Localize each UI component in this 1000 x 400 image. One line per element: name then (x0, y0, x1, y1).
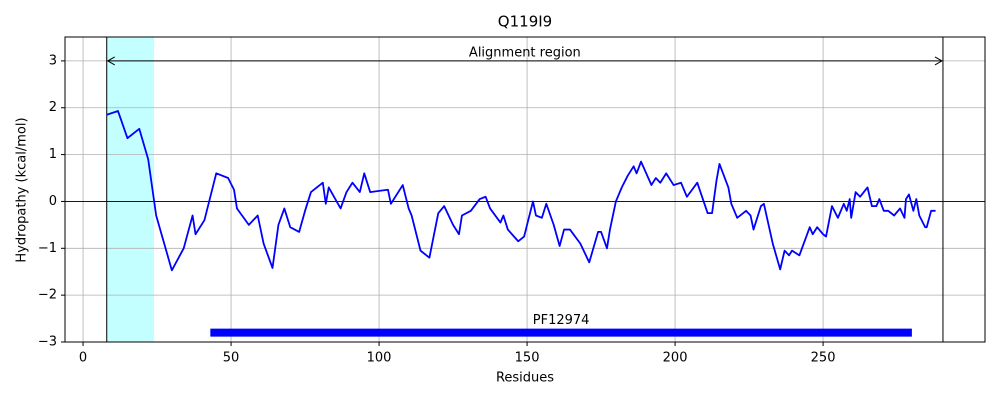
x-tick-label: 50 (223, 351, 240, 366)
region-label: Alignment region (469, 45, 581, 60)
y-tick-label: 2 (49, 100, 57, 115)
y-tick-label: 0 (49, 194, 57, 209)
y-tick-label: 1 (49, 147, 57, 162)
x-axis-label: Residues (496, 371, 554, 386)
arrow-head (106, 56, 115, 66)
hydropathy-line (106, 110, 936, 272)
x-tick-label: 200 (663, 351, 688, 366)
arrow-head (934, 56, 943, 66)
domain-bar (210, 328, 912, 337)
x-tick-label: 150 (515, 351, 540, 366)
y-tick-label: −3 (38, 335, 57, 350)
y-tick-label: −2 (38, 288, 57, 303)
x-tick-label: 100 (367, 351, 392, 366)
y-axis-label: Hydropathy (kcal/mol) (15, 117, 30, 262)
y-tick-label: 3 (49, 53, 57, 68)
x-tick-label: 0 (79, 351, 87, 366)
y-tick-label: −1 (38, 241, 57, 256)
domain-label: PF12974 (533, 313, 590, 328)
plot-frame (64, 36, 986, 343)
chart-title: Q119I9 (498, 13, 552, 31)
highlight-span (106, 37, 155, 342)
x-tick-label: 250 (811, 351, 836, 366)
